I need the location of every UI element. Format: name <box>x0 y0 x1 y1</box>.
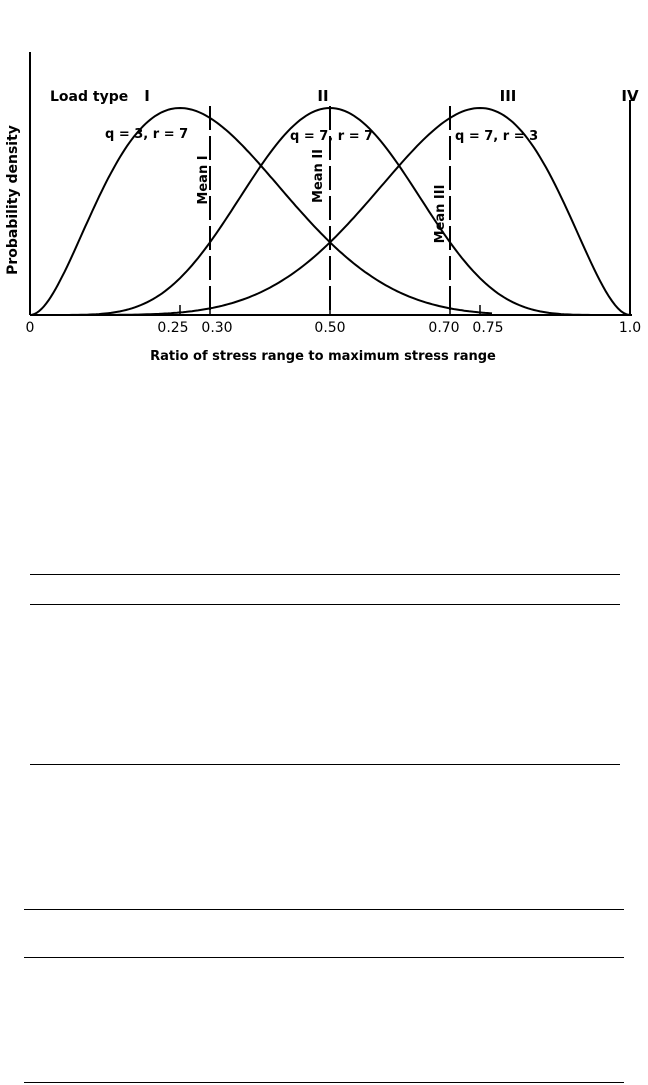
x-tick-label: 0.70 <box>428 320 459 336</box>
table-rule-2 <box>30 604 620 605</box>
chart-svg: 0 0.25 0.30 0.50 0.70 0.75 1.0 Probability den… <box>5 52 641 364</box>
x-axis-label: Ratio of stress range to maximum stress … <box>150 349 496 364</box>
table-rule-3 <box>30 764 620 765</box>
x-tick-label: 0.50 <box>314 320 345 336</box>
x-tick-label: 1.0 <box>619 320 641 336</box>
x-tick-label: 0 <box>26 320 35 336</box>
mean-label-I: Mean I <box>196 155 211 204</box>
param-label-I: q = 3, r = 7 <box>105 127 188 142</box>
param-label-II: q = 7, r = 7 <box>290 129 373 144</box>
x-tick-label: 0.75 <box>472 320 503 336</box>
load-type-I-label: I <box>144 87 150 105</box>
chart-mean-lines <box>209 106 451 315</box>
mean-label-III: Mean III <box>433 185 448 244</box>
load-type-IV-label: IV <box>621 87 639 105</box>
load-type-title: Load type <box>50 89 128 105</box>
chart-labels: Probability density Ratio of stress rang… <box>5 87 639 364</box>
load-type-III-label: III <box>500 87 517 105</box>
x-tick-label: 0.25 <box>157 320 188 336</box>
x-tick-label: 0.30 <box>201 320 232 336</box>
table-rule-6 <box>24 1082 624 1083</box>
probability-density-chart: 0 0.25 0.30 0.50 0.70 0.75 1.0 Probability den… <box>0 0 648 370</box>
param-label-III: q = 7, r = 3 <box>455 129 538 144</box>
table-rule-4 <box>24 909 624 910</box>
load-type-II-label: II <box>317 87 328 105</box>
y-axis-label: Probability density <box>5 125 21 275</box>
mean-label-II: Mean II <box>311 149 326 203</box>
table-rule-5 <box>24 957 624 958</box>
chart-x-ticks: 0 0.25 0.30 0.50 0.70 0.75 1.0 <box>26 305 641 336</box>
table-rule-1 <box>30 574 620 575</box>
